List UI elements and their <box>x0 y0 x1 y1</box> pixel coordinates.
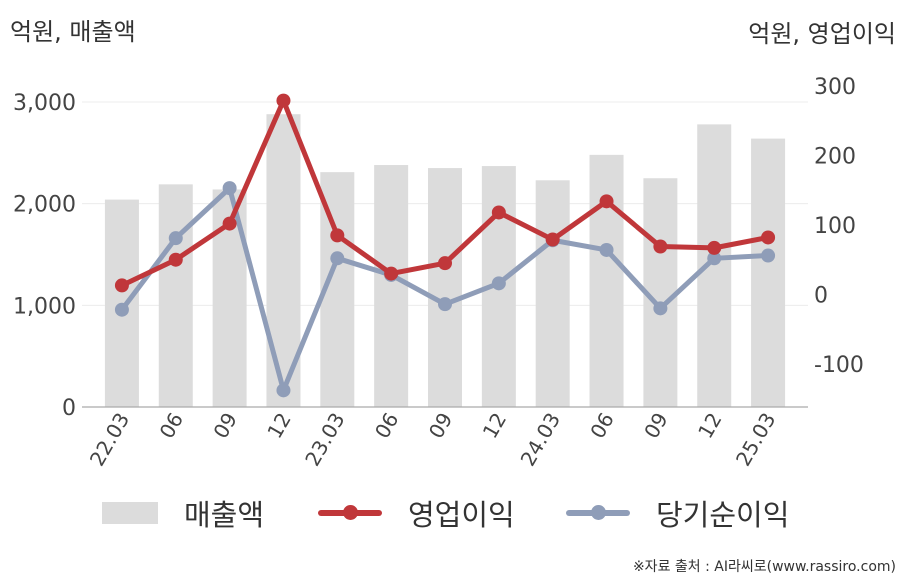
net-profit-point <box>438 297 452 312</box>
x-tick-label: 23.03 <box>300 409 349 471</box>
x-tick-label: 22.03 <box>85 409 134 471</box>
sales-bar <box>535 180 570 407</box>
operating-profit-point <box>438 256 452 271</box>
x-tick-label: 06 <box>370 409 404 443</box>
x-tick-label: 25.03 <box>731 409 780 471</box>
left-axis-unit: 억원, 매출액 <box>10 18 136 46</box>
x-tick-label: 06 <box>155 409 189 443</box>
right-tick-label: 100 <box>814 214 856 239</box>
sales-bars <box>104 114 786 407</box>
sales-bar <box>158 184 193 407</box>
legend-label-sales: 매출액 <box>184 498 265 532</box>
operating-profit-point <box>276 93 291 108</box>
x-tick-label: 09 <box>424 409 458 443</box>
net-profit-point <box>168 231 183 246</box>
x-tick-label: 12 <box>478 409 512 443</box>
operating-profit-point <box>384 266 399 281</box>
net-profit-point <box>114 302 129 317</box>
x-tick-label: 12 <box>693 409 727 443</box>
legend-swatch-net <box>566 505 630 520</box>
legend-item-op: 영업이익 <box>318 492 515 534</box>
right-tick-label: -100 <box>814 353 864 378</box>
right-axis-unit: 억원, 영업이익 <box>748 20 896 48</box>
operating-profit-point <box>599 194 614 209</box>
x-tick-label: 12 <box>262 409 296 443</box>
operating-profit-point <box>330 228 345 243</box>
operating-profit-point <box>653 239 668 254</box>
operating-profit-point <box>545 232 560 247</box>
left-tick-label: 3,000 <box>13 91 76 116</box>
right-tick-label: 200 <box>814 144 856 169</box>
x-tick-label: 24.03 <box>516 409 565 471</box>
net-profit-point <box>222 181 237 196</box>
net-profit-point <box>491 276 506 291</box>
net-profit-point <box>653 301 668 316</box>
sales-bar <box>374 165 409 407</box>
operating-profit-point <box>222 216 237 231</box>
right-tick-label: 0 <box>814 283 828 308</box>
left-tick-label: 0 <box>62 396 76 421</box>
legend-label-op: 영업이익 <box>408 498 515 532</box>
net-profit-point <box>707 251 722 266</box>
net-profit-point <box>330 251 345 266</box>
operating-profit-point <box>168 252 183 267</box>
left-tick-label: 2,000 <box>13 193 76 218</box>
profit-lines <box>114 93 776 398</box>
operating-profit-point <box>761 230 776 245</box>
net-profit-point <box>599 242 614 257</box>
net-profit-point <box>276 383 291 398</box>
legend-item-sales: 매출액 <box>102 492 264 534</box>
x-tick-label: 09 <box>639 409 673 443</box>
x-tick-label: 09 <box>208 409 242 443</box>
legend-swatch-sales <box>102 502 158 524</box>
legend-label-net: 당기순이익 <box>656 498 790 532</box>
right-tick-label: 300 <box>814 75 856 100</box>
sales-bar <box>751 138 786 407</box>
operating-profit-point <box>491 205 506 220</box>
legend-item-net: 당기순이익 <box>566 492 789 534</box>
net-profit-point <box>761 248 776 263</box>
sales-bar <box>697 124 732 407</box>
sales-bar <box>589 154 624 407</box>
operating-profit-point <box>114 278 129 293</box>
combo-chart: 0 1,000 2,000 3,000 -100 0 100 200 300 22.03 06 09 1… <box>13 75 864 471</box>
sales-bar <box>428 168 462 407</box>
source-credit: ※자료 출처 : AI라씨로(www.rassiro.com) <box>632 559 896 575</box>
operating-profit-point <box>707 240 722 255</box>
x-tick-label: 06 <box>585 409 619 443</box>
legend-swatch-op <box>318 505 382 520</box>
left-tick-label: 1,000 <box>13 294 76 319</box>
